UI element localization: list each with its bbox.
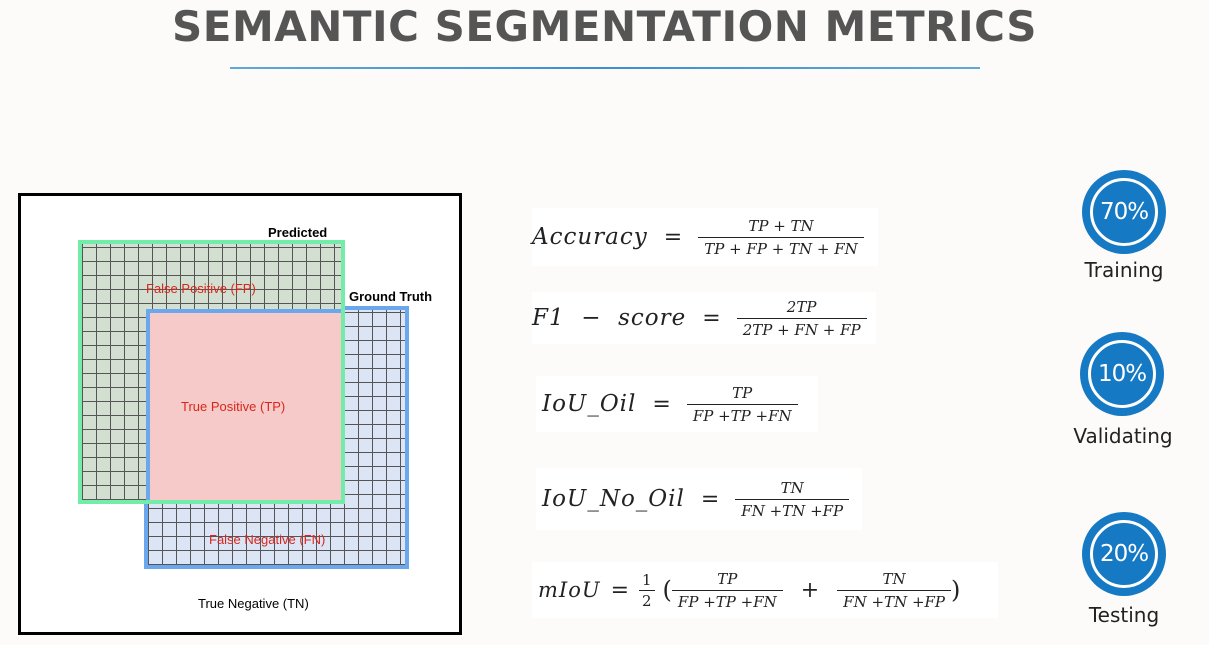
- denominator: 2TP + FN + FP: [736, 317, 867, 339]
- predicted-label: Predicted: [268, 225, 328, 240]
- iou-oil-lhs: IoU_Oil: [542, 391, 637, 417]
- close-paren: ): [951, 576, 961, 604]
- numerator: 2TP: [786, 297, 817, 316]
- numerator: 1: [642, 570, 652, 589]
- iou-no-oil-fraction: TN FN +TN +FP: [735, 478, 850, 520]
- accuracy-lhs: Accuracy: [532, 224, 648, 250]
- equals-sign: =: [663, 224, 683, 250]
- iou-no-oil-lhs: IoU_No_Oil: [542, 486, 685, 512]
- f1-fraction: 2TP 2TP + FN + FP: [736, 297, 867, 339]
- iou-oil-fraction: TP FP +TP +FN: [686, 383, 798, 425]
- ground-truth-label: Ground Truth: [349, 289, 433, 304]
- training-percent: 70%: [1090, 178, 1158, 246]
- plus-sign: +: [800, 577, 820, 603]
- denominator: FP +TP +FN: [671, 589, 783, 611]
- half-fraction: 1 2: [639, 571, 655, 610]
- confusion-venn-diagram: Predicted Ground Truth False Positive (F…: [18, 193, 462, 635]
- numerator: TP: [732, 383, 753, 402]
- numerator: TP + TN: [748, 216, 814, 235]
- equals-sign: =: [700, 486, 720, 512]
- validating-badge: 10%: [1080, 332, 1164, 416]
- false-positive-label: False Positive (FP): [146, 281, 256, 296]
- training-badge: 70%: [1082, 170, 1166, 254]
- denominator: 2: [639, 589, 655, 610]
- oil-term-fraction: TP FP +TP +FN: [671, 569, 783, 611]
- validating-label: Validating: [1073, 424, 1173, 448]
- testing-percent: 20%: [1090, 520, 1158, 588]
- iou-oil-formula: IoU_Oil = TP FP +TP +FN: [536, 376, 818, 432]
- no-oil-term-fraction: TN FN +TN +FP: [837, 569, 952, 611]
- denominator: FN +TN +FP: [735, 498, 850, 520]
- true-negative-label: True Negative (TN): [198, 596, 309, 611]
- numerator: TP: [717, 569, 738, 588]
- equals-sign: =: [652, 391, 671, 417]
- denominator: FN +TN +FP: [837, 589, 952, 611]
- iou-no-oil-formula: IoU_No_Oil = TN FN +TN +FP: [536, 468, 862, 530]
- accuracy-fraction: TP + TN TP + FP + TN + FN: [698, 217, 864, 258]
- testing-label: Testing: [1088, 603, 1160, 627]
- f1-lhs: F1 − score: [532, 305, 687, 331]
- page-title: SEMANTIC SEGMENTATION METRICS: [172, 2, 1037, 51]
- numerator: TN: [780, 478, 804, 497]
- equals-sign: =: [702, 305, 721, 331]
- false-negative-label: False Negative (FN): [209, 532, 326, 547]
- true-positive-label: True Positive (TP): [181, 399, 286, 414]
- miou-lhs: mIoU: [538, 578, 601, 602]
- denominator: FP +TP +FN: [686, 403, 798, 425]
- numerator: TN: [882, 569, 906, 588]
- title-divider: [230, 67, 980, 69]
- denominator: TP + FP + TN + FN: [698, 236, 864, 258]
- equals-sign: =: [610, 577, 629, 603]
- validating-percent: 10%: [1088, 340, 1156, 408]
- f1-score-formula: F1 − score = 2TP 2TP + FN + FP: [532, 292, 876, 344]
- open-paren: (: [662, 576, 672, 604]
- testing-badge: 20%: [1082, 512, 1166, 596]
- training-label: Training: [1084, 258, 1164, 282]
- miou-formula: mIoU = 1 2 ( TP FP +TP +FN + TN FN +TN +…: [532, 562, 998, 618]
- accuracy-formula: Accuracy = TP + TN TP + FP + TN + FN: [532, 208, 878, 266]
- true-positive-region: [146, 309, 341, 500]
